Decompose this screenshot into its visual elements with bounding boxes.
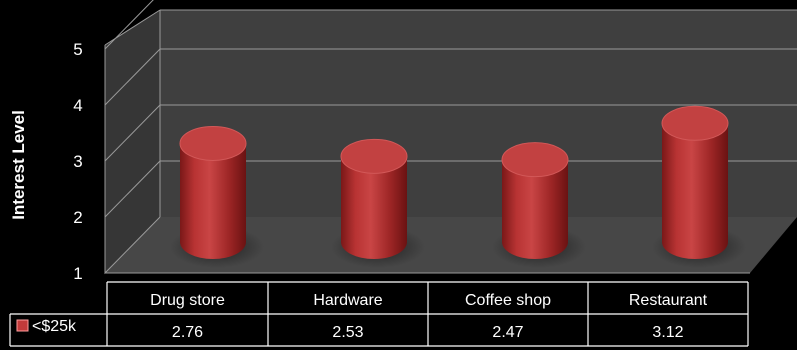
bar-top bbox=[341, 139, 407, 173]
y-tick-label: 1 bbox=[73, 264, 82, 283]
data-value-cell: 2.53 bbox=[332, 324, 363, 341]
y-tick-label: 2 bbox=[73, 208, 82, 227]
x-category-label: Hardware bbox=[313, 292, 382, 309]
bar-top bbox=[180, 126, 246, 160]
legend-swatch bbox=[17, 320, 28, 331]
x-category-label: Restaurant bbox=[629, 292, 708, 309]
x-category-label: Coffee shop bbox=[465, 292, 551, 309]
bar-body bbox=[662, 123, 728, 259]
data-value-cell: 2.47 bbox=[492, 324, 523, 341]
data-value-cell: 3.12 bbox=[652, 324, 683, 341]
y-tick-label: 5 bbox=[73, 40, 82, 59]
y-axis-title: Interest Level bbox=[9, 110, 28, 220]
data-table: <$25k Drug store 2.76 Hardware 2.53 Coffee s… bbox=[10, 282, 748, 346]
bar-top bbox=[662, 106, 728, 140]
legend-series-name: <$25k bbox=[32, 318, 77, 335]
x-category-label: Drug store bbox=[150, 292, 225, 309]
y-tick-label: 3 bbox=[73, 152, 82, 171]
y-tick-labels: 1 2 3 4 5 bbox=[73, 40, 82, 283]
data-value-cell: 2.76 bbox=[172, 324, 203, 341]
bar-top bbox=[502, 143, 568, 177]
y-tick-label: 4 bbox=[73, 96, 82, 115]
